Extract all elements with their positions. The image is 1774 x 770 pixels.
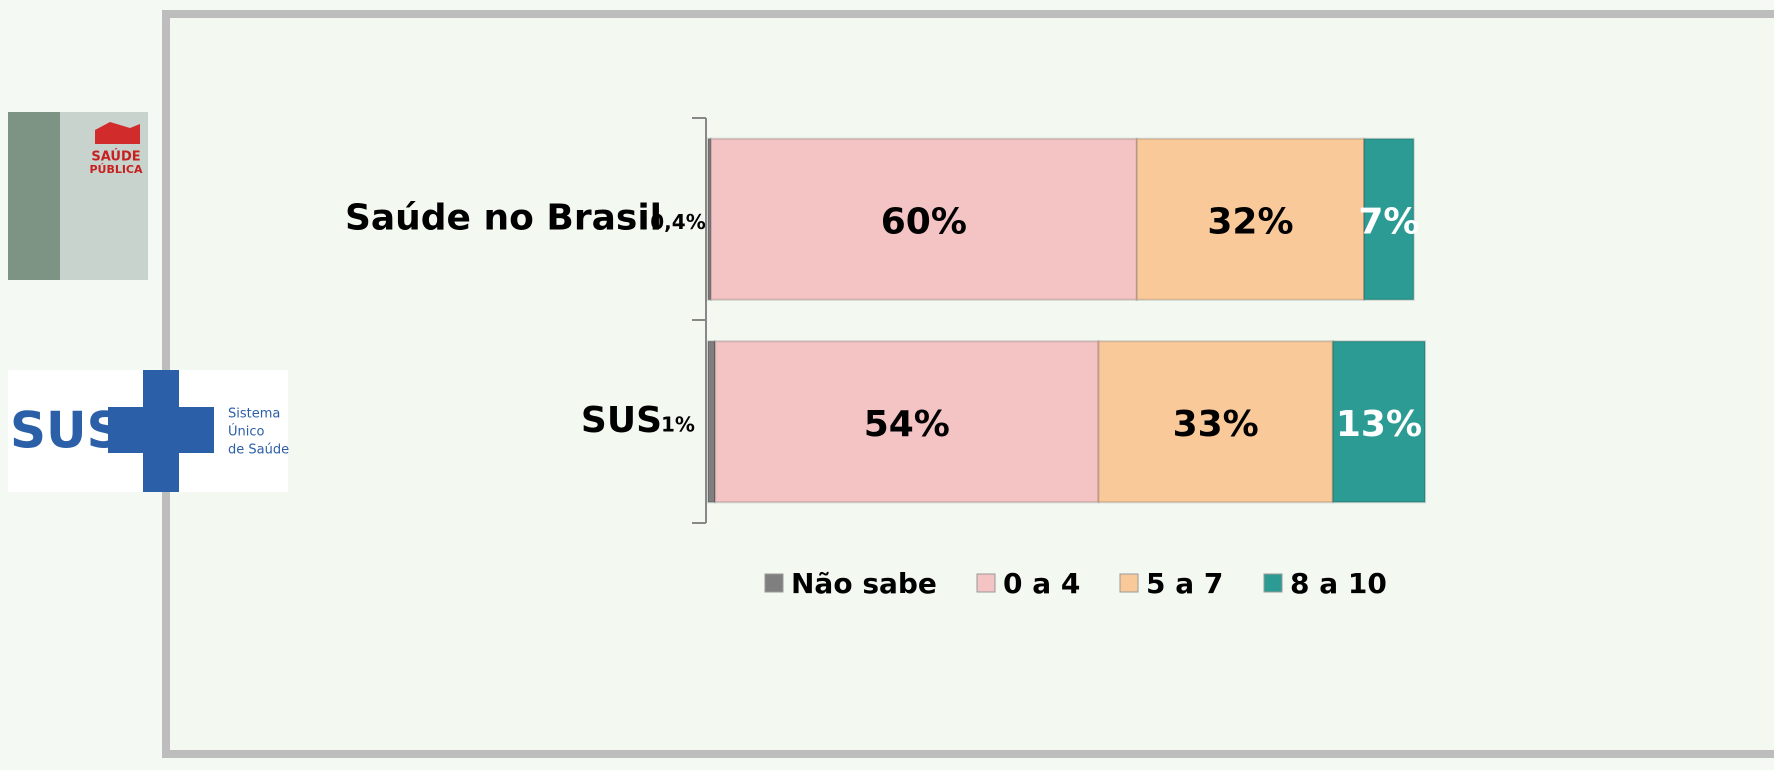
logo-caption: Sistema — [228, 407, 280, 422]
logo-caption: de Saúde — [228, 443, 289, 458]
bar-segment — [1363, 137, 1415, 301]
bar-segment — [714, 340, 1100, 504]
saude-publica-logo: SAÚDE PÚBLICA — [8, 112, 148, 280]
bar-segment — [707, 340, 717, 504]
value-label: 1% — [661, 412, 695, 436]
bar-segment — [1135, 137, 1366, 301]
legend-label: 5 a 7 — [1146, 567, 1223, 600]
legend-swatch — [976, 573, 996, 593]
legend-swatch — [764, 573, 784, 593]
bar-segment — [1097, 340, 1334, 504]
legend-swatch — [1119, 573, 1139, 593]
logo-caption: Único — [228, 424, 265, 440]
value-label: 13% — [1336, 404, 1422, 445]
logo-text: SUS — [10, 402, 123, 460]
value-label: 60% — [881, 201, 967, 242]
value-label: 32% — [1207, 201, 1293, 242]
value-label: 0,4% — [650, 210, 705, 234]
value-label: 54% — [864, 404, 950, 445]
logo-text: PÚBLICA — [89, 163, 143, 176]
legend-label: 0 a 4 — [1003, 567, 1080, 600]
value-label: 33% — [1173, 404, 1259, 445]
value-label: 7% — [1358, 201, 1419, 242]
bar-segment — [1331, 340, 1427, 504]
logo-cross — [108, 407, 214, 453]
legend-swatch — [1263, 573, 1283, 593]
bar-segment — [709, 137, 1138, 301]
category-label: Saúde no Brasil — [345, 197, 662, 238]
legend-label: Não sabe — [791, 567, 937, 600]
legend-label: 8 a 10 — [1290, 567, 1387, 600]
sus-logo: SUS Sistema Único de Saúde — [8, 370, 289, 492]
logo-shape — [95, 122, 140, 144]
category-label: SUS — [581, 400, 662, 441]
logo-text: SAÚDE — [91, 149, 140, 165]
